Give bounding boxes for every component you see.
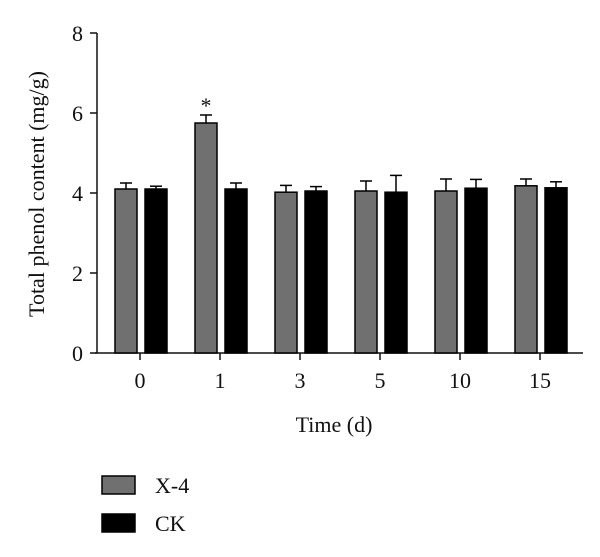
bar-x-4-10 — [434, 190, 458, 354]
legend-swatch-ck — [101, 513, 136, 533]
error-bars — [120, 114, 562, 193]
bar-x-4-15 — [514, 185, 538, 354]
x-ticks: 0 1 3 5 10 15 — [135, 353, 551, 393]
bars — [114, 122, 568, 354]
bar-ck-0 — [144, 188, 168, 354]
y-tick-label: 2 — [72, 261, 83, 286]
x-tick-label: 3 — [295, 368, 306, 393]
y-ticks: 0 2 4 6 8 — [72, 21, 97, 366]
x-tick-label: 5 — [375, 368, 386, 393]
bar-ck-15 — [544, 187, 568, 354]
y-tick-label: 8 — [72, 21, 83, 46]
y-tick-label: 4 — [72, 181, 83, 206]
bar-x-4-3 — [274, 191, 298, 354]
x-tick-label: 10 — [449, 368, 471, 393]
x-tick-label: 0 — [135, 368, 146, 393]
significance-mark: * — [201, 93, 212, 118]
axes — [95, 33, 583, 354]
y-tick-label: 6 — [72, 101, 83, 126]
legend-label-ck: CK — [155, 511, 186, 536]
bar-ck-10 — [464, 187, 488, 354]
bar-ck-5 — [384, 191, 408, 354]
x-tick-label: 1 — [215, 368, 226, 393]
legend-label-x-4: X-4 — [155, 473, 189, 498]
legend-swatch-x-4 — [101, 475, 136, 495]
legend: X-4 CK — [101, 473, 189, 536]
bar-ck-3 — [304, 190, 328, 354]
x-tick-label: 15 — [529, 368, 551, 393]
annotations: * — [201, 93, 212, 118]
bar-ck-1 — [224, 188, 248, 354]
bar-x-4-5 — [354, 190, 378, 354]
x-axis-title: Time (d) — [296, 412, 373, 437]
bar-x-4-0 — [114, 188, 138, 354]
bar-x-4-1 — [194, 122, 218, 354]
y-axis-title: Total phenol content (mg/g) — [24, 71, 49, 317]
y-tick-label: 0 — [72, 341, 83, 366]
